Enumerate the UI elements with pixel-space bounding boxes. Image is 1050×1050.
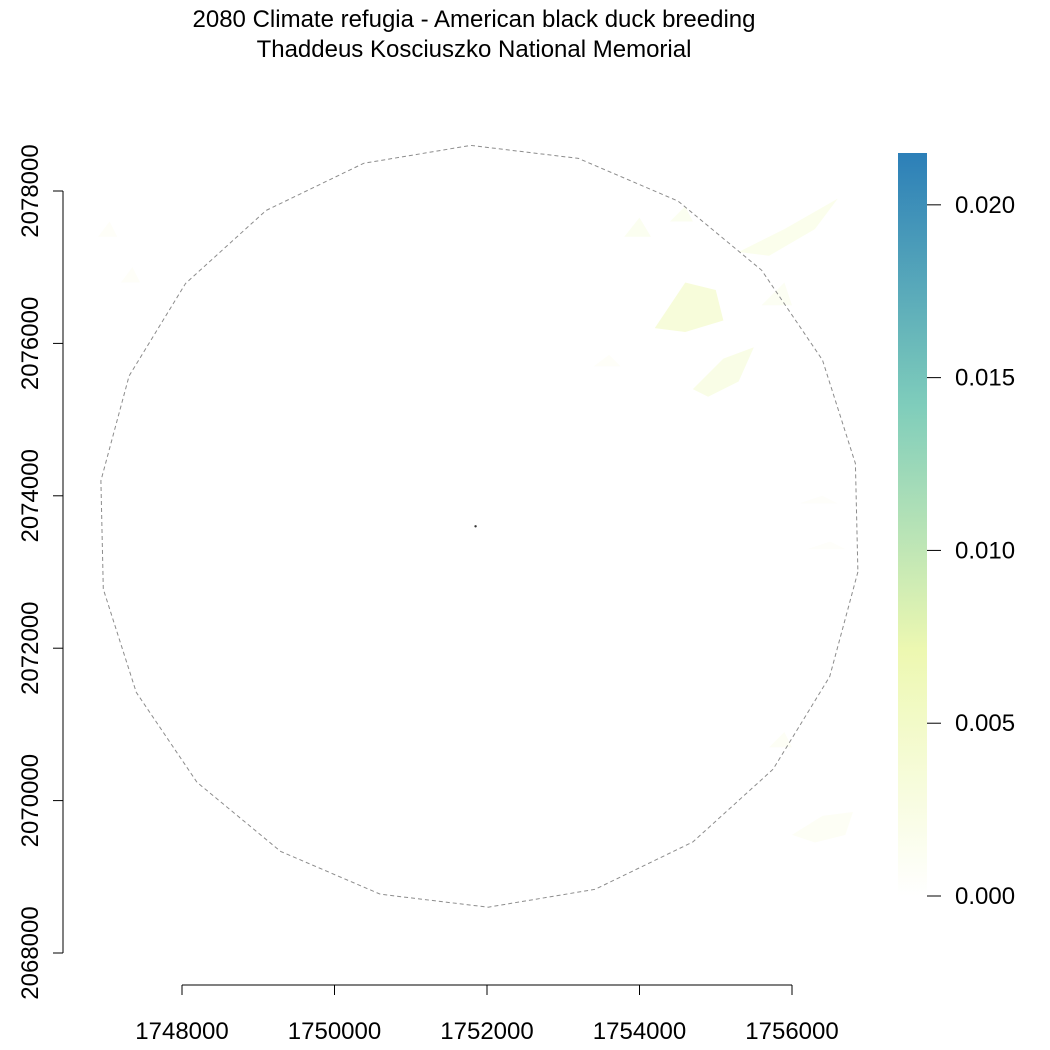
chart-subtitle: Thaddeus Kosciuszko National Memorial bbox=[257, 36, 692, 63]
raster-patch bbox=[692, 347, 754, 397]
raster-patch bbox=[593, 354, 621, 367]
raster-patch bbox=[670, 206, 693, 222]
legend-tick-label: 0.005 bbox=[955, 710, 1015, 737]
x-tick-label: 1754000 bbox=[593, 1018, 686, 1045]
y-tick-label: 2072000 bbox=[17, 601, 44, 694]
legend-ticks: 0.000 0.005 0.010 0.015 0.020 bbox=[927, 192, 1015, 910]
raster-patch bbox=[121, 267, 141, 283]
legend-tick-label: 0.015 bbox=[955, 365, 1015, 392]
chart-title: 2080 Climate refugia - American black du… bbox=[193, 6, 756, 33]
y-tick-label: 2076000 bbox=[17, 297, 44, 390]
legend-tick-label: 0.010 bbox=[955, 537, 1015, 564]
raster-patch bbox=[792, 812, 853, 843]
raster-patch bbox=[624, 217, 651, 237]
x-tick-label: 1750000 bbox=[288, 1018, 381, 1045]
park-boundary bbox=[100, 144, 859, 908]
legend-tick-label: 0.020 bbox=[955, 192, 1015, 219]
color-legend: 0.000 0.005 0.010 0.015 0.020 bbox=[898, 153, 1015, 910]
raster-patch bbox=[807, 541, 846, 550]
raster-patch bbox=[761, 282, 792, 306]
raster-patch bbox=[738, 198, 838, 256]
y-tick-label: 2078000 bbox=[17, 144, 44, 237]
raster-patch bbox=[98, 221, 118, 237]
x-tick-label: 1752000 bbox=[440, 1018, 533, 1045]
raster-patch bbox=[654, 282, 724, 332]
raster-patch bbox=[799, 495, 838, 504]
x-tick-label: 1756000 bbox=[745, 1018, 838, 1045]
x-axis: 1748000 1750000 1752000 1754000 1756000 bbox=[135, 984, 839, 1045]
y-tick-label: 2070000 bbox=[17, 754, 44, 847]
y-tick-label: 2068000 bbox=[17, 906, 44, 999]
x-tick-label: 1748000 bbox=[135, 1018, 228, 1045]
raster-patches bbox=[98, 198, 853, 843]
y-axis: 2068000 2070000 2072000 2074000 2076000 20780… bbox=[17, 144, 64, 1000]
legend-color-bar bbox=[898, 153, 927, 896]
center-point bbox=[474, 525, 477, 528]
y-tick-label: 2074000 bbox=[17, 449, 44, 542]
raster-patch bbox=[769, 732, 792, 748]
legend-tick-label: 0.000 bbox=[955, 883, 1015, 910]
